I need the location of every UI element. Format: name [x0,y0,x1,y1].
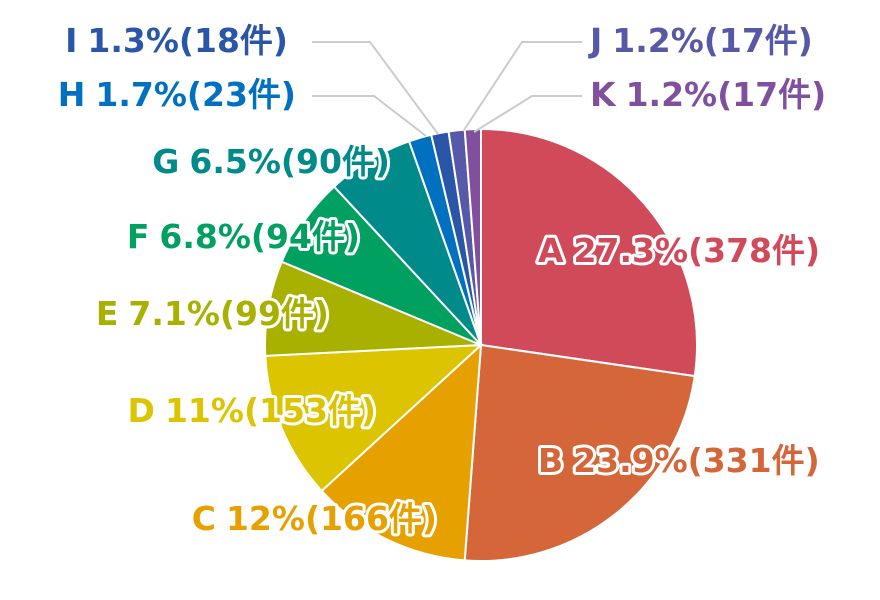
labels: A 27.3%(378件) B 23.9%(331件) C 12%(166件) D 11%(1… [55,18,829,541]
slice-label: J 1.2%(17件) [588,21,813,60]
value-label: 27.3%(378件) [574,231,821,270]
category-label: D [128,391,155,430]
category-label: A [538,231,564,270]
pie-slice [320,342,483,562]
leader-line [463,41,582,131]
value-label: 11%(153件) [165,391,376,430]
pie-slice [264,343,484,493]
pie [264,127,698,562]
leader-line [312,95,427,137]
slice-label: F 6.8%(94件) [127,217,360,256]
category-label: J [588,21,602,60]
value-label: 6.5%(90件) [189,142,390,181]
category-label: B [538,441,563,480]
category-label: C [192,499,216,538]
category-label: F [127,217,150,256]
value-label: 1.3%(18件) [87,21,288,60]
category-label: H [58,75,86,114]
slice-label: I 1.3%(18件) [65,21,288,60]
slice-label: G 6.5%(90件) [152,142,390,181]
value-label: 6.8%(94件) [159,217,360,256]
value-label: 1.2%(17件) [612,21,813,60]
pie-slice [480,127,698,378]
value-label: 23.9%(331件) [573,441,820,480]
value-label: 12%(166件) [226,499,437,538]
value-label: 7.1%(99件) [128,294,329,333]
value-label: 1.2%(17件) [626,75,827,114]
pie-slice [463,343,696,562]
slice-label: K 1.2%(17件) [590,75,826,114]
slice-label: A 27.3%(378件) [538,231,820,270]
category-label: I [65,21,77,60]
category-label: G [152,142,179,181]
category-label: E [96,294,119,333]
leader-line [312,41,439,135]
slice-label: B 23.9%(331件) [538,441,820,480]
slice-label: D 11%(153件) [128,391,376,430]
category-label: K [590,75,617,114]
slice-label: C 12%(166件) [192,499,437,538]
slice-label: E 7.1%(99件) [96,294,329,333]
value-label: 1.7%(23件) [95,75,296,114]
slice-label: H 1.7%(23件) [58,75,296,114]
leader-line [473,95,582,133]
